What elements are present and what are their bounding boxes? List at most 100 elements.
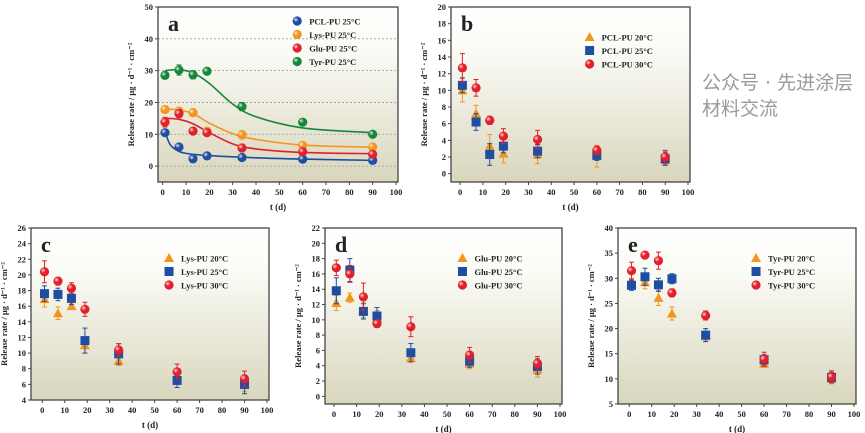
data-point [372,311,382,321]
panel-b: 0 10 20 30 40 50 60 70 80 90 100 0 2 4 6 8 10 12 14 16 18 20 t… [419,2,694,212]
x-tick-label: 20 [501,187,510,197]
data-point-highlight [202,66,212,76]
panel-d: 0 10 20 30 40 50 60 70 80 90 100 0 2 4 6 8 10 12 14 16 18 20 2… [293,223,566,433]
x-tick-label: 100 [261,405,274,415]
data-point-highlight [237,130,247,140]
y-tick-label: 8 [442,102,446,112]
x-tick-label: 30 [228,187,237,197]
data-point-highlight [174,108,184,119]
x-tick-label: 40 [715,409,724,419]
data-point-highlight [667,288,677,298]
data-point-highlight [368,149,378,159]
x-tick-label: 80 [805,409,814,419]
plot-area [618,228,856,404]
series-tyr-pu-30-c [626,250,837,384]
legend-label: Lys-PU 25°C [309,30,356,40]
x-axis-label: t (d) [142,420,158,430]
data-point-highlight [660,152,670,162]
x-tick-label: 100 [554,409,567,419]
plot-frame [617,227,857,405]
data-point-highlight [759,354,769,364]
y-tick-label: 10 [438,85,447,95]
data-point-highlight [160,70,170,81]
data-point [80,336,90,346]
data-point [667,274,677,284]
y-axis-label: Release rate / μg · d⁻¹ · cm⁻² [586,264,596,368]
x-tick-label: 20 [375,409,384,419]
data-point [592,150,602,160]
panel-letter: a [168,11,179,36]
x-tick-label: 90 [533,409,542,419]
x-tick-label: 50 [443,409,452,419]
data-point-highlight [826,372,837,382]
x-tick-label: 80 [345,187,354,197]
y-tick-label: 12 [312,300,321,310]
panel-e: 0 10 20 30 40 50 60 70 80 90 100 5 10 15 20 25 30 35 40 t (… [586,223,860,433]
x-tick-label: 30 [692,409,701,419]
x-tick-label: 0 [627,409,631,419]
x-tick-label: 0 [332,409,336,419]
legend-marker [457,253,468,262]
data-point-highlight [160,117,170,127]
y-tick-label: 24 [18,239,27,249]
x-tick-label: 50 [570,187,579,197]
data-point-highlight [368,129,378,139]
x-tick-label: 70 [782,409,791,419]
x-tick-label: 60 [593,187,602,197]
plot-frame [157,6,399,183]
data-point [653,280,663,290]
data-point-highlight [188,108,198,118]
x-tick-label: 60 [465,409,474,419]
data-point [471,117,481,127]
y-tick-label: 4 [442,135,447,145]
x-tick-label: 40 [420,409,429,419]
y-tick-label: 26 [18,223,27,233]
x-tick-label: 20 [205,187,214,197]
series-tyr-pu-25-c [160,64,378,139]
x-tick-label: 100 [390,187,403,197]
data-point [626,280,636,290]
x-tick-label: 60 [760,409,769,419]
data-point-highlight [174,142,184,152]
data-point [172,375,182,385]
y-tick-label: 4 [22,395,27,405]
data-point-highlight [406,322,416,332]
data-point-highlight [298,154,308,164]
series-glu-pu-25-c [160,108,378,159]
x-tick-label: 30 [398,409,407,419]
legend-marker-highlight [585,59,595,69]
y-tick-label: 22 [312,223,321,233]
y-tick-label: 18 [18,286,27,296]
data-point-highlight [160,128,170,138]
data-point-highlight [237,143,247,153]
panel-letter: e [628,232,638,257]
legend-label: PCL-PU 30°C [602,60,653,70]
x-tick-label: 70 [615,187,624,197]
x-tick-label: 90 [661,187,670,197]
y-tick-label: 6 [442,119,446,129]
legend-marker [585,46,595,55]
legend-marker [164,253,175,262]
x-tick-label: 100 [682,187,695,197]
data-point-highlight [298,117,308,127]
x-tick-label: 0 [458,187,462,197]
data-point [533,146,543,156]
x-tick-label: 100 [848,409,861,419]
data-point-highlight [298,140,308,151]
x-axis-label: t (d) [435,424,451,433]
data-point-highlight [358,292,369,302]
legend-marker-highlight [164,280,174,290]
data-point-highlight [592,145,602,155]
legend-label: Glu-PU 30°C [474,281,522,291]
x-tick-label: 40 [128,405,137,415]
y-tick-label: 8 [316,330,320,340]
plot-frame [450,6,691,183]
series-pcl-pu-25-c [160,128,378,165]
data-point [701,330,711,340]
y-tick-label: 16 [18,301,27,311]
x-tick-label: 10 [60,405,69,415]
x-tick-label: 90 [827,409,836,419]
x-tick-label: 10 [647,409,656,419]
legend-marker-highlight [292,43,302,53]
